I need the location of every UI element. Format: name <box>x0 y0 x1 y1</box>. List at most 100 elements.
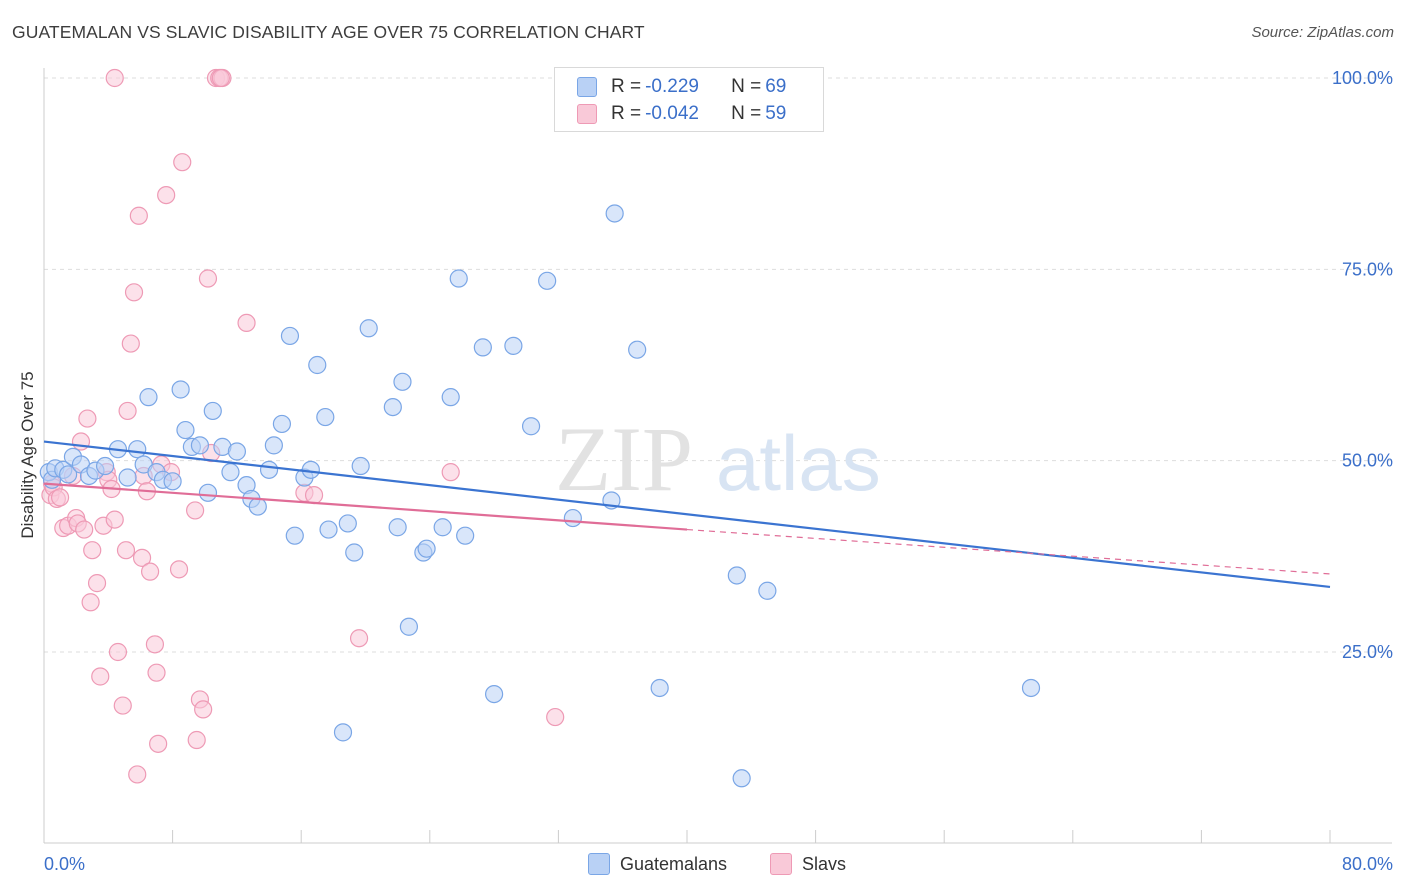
slavs-point <box>116 541 136 560</box>
slavs-point <box>78 409 97 428</box>
legend-item-guatemalans: Guatemalans <box>588 851 727 877</box>
x-tick-label: 80.0% <box>1342 854 1393 874</box>
watermark: ZIP atlas <box>555 408 881 510</box>
guatemalans-point <box>650 678 669 698</box>
watermark-zip: ZIP <box>555 408 693 510</box>
legend-row-guatemalans: R = -0.229 N = 69 <box>577 74 786 100</box>
slavs-point <box>173 153 192 172</box>
slavs-point <box>187 730 206 750</box>
guatemalans-point <box>118 468 137 487</box>
guatemalans-point <box>563 508 582 528</box>
guatemalans-point <box>504 336 523 355</box>
guatemalans-point <box>171 380 190 399</box>
x-tick-label: 0.0% <box>44 854 85 874</box>
guatemalans-point <box>351 456 370 476</box>
trend-lines <box>43 440 1331 589</box>
guatemalans-point <box>128 440 147 459</box>
guatemalans-point <box>433 518 452 537</box>
slavs-point <box>124 283 144 302</box>
guatemalans-point <box>628 340 647 359</box>
guatemalans-point <box>248 497 267 516</box>
legend-r-label: R = <box>611 103 642 124</box>
legend-label-guatemalans: Guatemalans <box>620 853 728 874</box>
guatemalans-point <box>221 463 240 482</box>
guatemalans-point <box>259 460 279 479</box>
legend-n-label: N = <box>731 76 762 97</box>
slavs-point <box>75 520 94 539</box>
guatemalans-point <box>227 442 246 461</box>
guatemalans-point <box>393 372 412 391</box>
guatemalans-point <box>198 483 218 502</box>
guatemalans-point <box>473 338 492 357</box>
guatemalans-point <box>333 723 353 742</box>
guatemalans-point <box>285 526 304 545</box>
slavs-point <box>211 68 230 88</box>
slavs-point <box>118 401 137 421</box>
slavs-point <box>121 334 140 353</box>
slavs-point <box>50 488 70 507</box>
guatemalans-point <box>301 460 320 479</box>
slavs-point <box>128 765 147 784</box>
slavs-point <box>108 642 128 662</box>
legend-n-value: 69 <box>765 76 787 97</box>
slavs-point <box>83 541 102 560</box>
legend-label-slavs: Slavs <box>802 853 847 874</box>
slavs-point <box>81 593 100 612</box>
y-tick-label: 100.0% <box>1332 68 1393 88</box>
y-axis-title: Disability Age Over 75 <box>18 371 37 539</box>
guatemalans-point <box>605 204 624 223</box>
tick-labels: 25.0% 50.0% 75.0% 100.0% 0.0% 80.0% <box>44 68 1393 874</box>
slavs-point <box>237 313 256 333</box>
guatemalans-point <box>399 617 419 636</box>
guatemalans-point <box>190 436 210 455</box>
guatemalans-point <box>338 514 357 533</box>
legend-r-value: -0.229 <box>645 76 699 97</box>
slavs-point <box>105 510 124 529</box>
legend-r-value: -0.042 <box>645 103 699 124</box>
guatemalans-point <box>758 581 777 600</box>
guatemalans-point <box>485 684 504 704</box>
guatemalans-point <box>59 465 78 484</box>
guatemalans-point <box>264 436 283 455</box>
slavs-swatch <box>577 104 597 124</box>
guatemalans-point <box>139 388 158 407</box>
data-points <box>39 68 1041 788</box>
legend-n-label: N = <box>731 103 762 124</box>
stats-legend: R = -0.229 N = 69 R = -0.042 N = 59 <box>554 67 824 132</box>
guatemalans-point <box>280 326 300 346</box>
guatemalans-point <box>383 397 402 417</box>
slavs-point <box>186 501 205 520</box>
slavs-point <box>198 269 218 288</box>
guatemalans-point <box>345 543 364 562</box>
guatemalans-point <box>727 566 746 585</box>
chart-source: Source: ZipAtlas.com <box>1251 24 1394 41</box>
guatemalans-point <box>308 355 327 375</box>
guatemalans-point <box>163 472 182 491</box>
guatemalans-legend-swatch <box>588 853 610 875</box>
guatemalans-point <box>1021 678 1041 698</box>
legend-item-slavs: Slavs <box>770 851 846 877</box>
legend-r-label: R = <box>611 76 642 97</box>
slavs-point <box>147 663 166 682</box>
guatemalans-point <box>272 414 292 434</box>
guatemalans-point <box>538 271 557 290</box>
slavs-point <box>87 574 107 593</box>
slavs-point <box>546 707 565 727</box>
legend-n-value: 59 <box>765 103 787 124</box>
slavs-point <box>441 463 460 482</box>
guatemalans-point <box>319 520 338 539</box>
guatemalans-point <box>449 269 468 288</box>
slavs-point <box>145 635 165 654</box>
guatemalans-point <box>417 539 436 558</box>
guatemalans-point <box>388 518 407 537</box>
slavs-point <box>113 696 132 715</box>
slavs-trend-line <box>43 482 688 531</box>
slavs-point <box>140 562 160 581</box>
watermark-atlas: atlas <box>716 419 881 507</box>
guatemalans-point <box>441 388 460 407</box>
slavs-point <box>169 560 189 579</box>
chart-title: GUATEMALAN VS SLAVIC DISABILITY AGE OVER… <box>12 22 645 42</box>
slavs-point <box>132 548 152 567</box>
axes <box>43 68 1392 844</box>
